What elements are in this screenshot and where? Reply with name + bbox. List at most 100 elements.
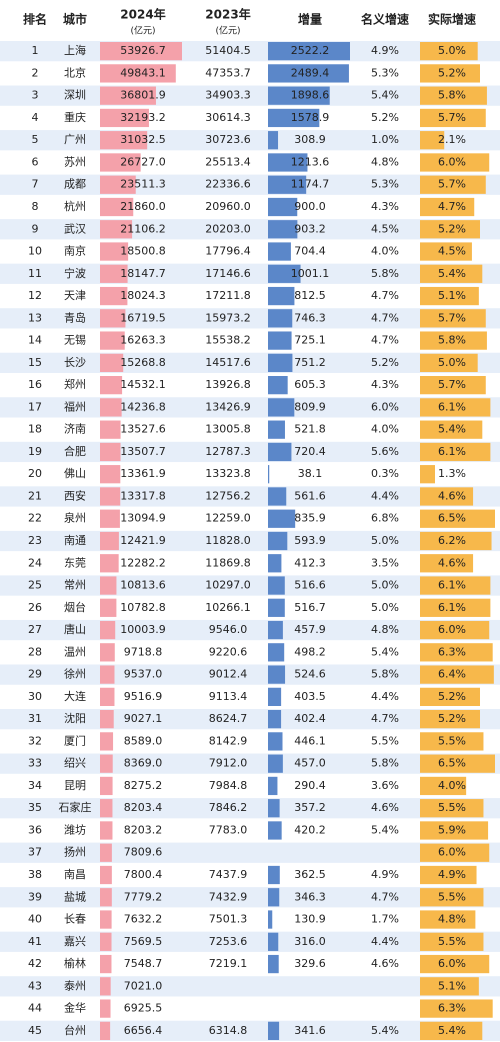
bar xyxy=(420,487,474,506)
bar xyxy=(268,799,280,818)
cell: 13926.8 xyxy=(205,378,251,391)
cell: 746.3 xyxy=(294,311,326,324)
cell: 4.8% xyxy=(371,623,399,636)
cell: 12756.2 xyxy=(205,489,251,502)
cell: 16 xyxy=(28,378,42,391)
cell: 4.6% xyxy=(438,489,466,502)
cell: 1 xyxy=(32,44,39,57)
cell: 6.4% xyxy=(438,668,466,681)
cell: 7984.8 xyxy=(209,779,248,792)
cell: 5.7% xyxy=(438,111,466,124)
bar xyxy=(100,665,115,684)
row-band xyxy=(0,887,500,908)
bar xyxy=(268,932,279,951)
cell: 521.8 xyxy=(294,423,326,436)
cell: 36801.9 xyxy=(120,89,166,102)
bar xyxy=(100,821,113,840)
bar xyxy=(100,999,111,1018)
cell: 5.8% xyxy=(438,89,466,102)
cell: 28 xyxy=(28,645,42,658)
cell: 7779.2 xyxy=(124,890,163,903)
row-band xyxy=(0,731,500,752)
cell: 13323.8 xyxy=(205,467,251,480)
cell: 13527.6 xyxy=(120,423,166,436)
cell: 嘉兴 xyxy=(64,934,86,948)
bar xyxy=(420,754,495,773)
bar xyxy=(100,64,176,83)
cell: 403.5 xyxy=(294,690,326,703)
cell: 12787.3 xyxy=(205,445,251,458)
cell: 5.7% xyxy=(438,178,466,191)
bar xyxy=(420,687,480,706)
bar xyxy=(420,331,487,350)
row-band xyxy=(0,976,500,997)
bar xyxy=(100,776,113,796)
bar xyxy=(268,286,295,306)
cell: 498.2 xyxy=(294,645,326,658)
bar xyxy=(100,286,128,306)
bar xyxy=(420,888,484,907)
cell: 4.8% xyxy=(438,913,466,926)
row-band xyxy=(0,464,500,485)
bar xyxy=(268,242,291,261)
bar xyxy=(268,398,295,417)
bar xyxy=(100,620,116,640)
cell: 10266.1 xyxy=(205,601,251,614)
cell: 20960.0 xyxy=(205,200,251,213)
cell: 6.1% xyxy=(438,601,466,614)
cell: 5.1% xyxy=(438,289,466,302)
cell: 15 xyxy=(28,356,42,369)
bar xyxy=(268,620,283,640)
cell: 苏州 xyxy=(64,155,86,168)
cell: 厦门 xyxy=(64,733,86,747)
cell: 南京 xyxy=(64,244,86,258)
cell: 6314.8 xyxy=(209,1024,248,1037)
bar xyxy=(100,242,129,261)
cell: 6.0% xyxy=(438,155,466,168)
cell: 362.5 xyxy=(294,868,326,881)
cell: 457.9 xyxy=(294,623,326,636)
cell: 34903.3 xyxy=(205,89,251,102)
cell: 5.0% xyxy=(371,601,399,614)
bar xyxy=(420,42,478,61)
bar xyxy=(100,1021,111,1040)
bar xyxy=(268,465,270,484)
cell: 4.6% xyxy=(371,957,399,970)
bar xyxy=(100,643,115,662)
bar xyxy=(420,576,491,595)
cell: 6.5% xyxy=(438,757,466,770)
row-band xyxy=(0,486,500,507)
bar xyxy=(268,108,320,128)
cell: 南通 xyxy=(64,534,86,547)
cell: 1213.6 xyxy=(291,155,330,168)
cell: 21860.0 xyxy=(120,200,166,213)
cell: 上海 xyxy=(64,43,86,57)
bar xyxy=(268,910,273,929)
cell: 720.4 xyxy=(294,445,326,458)
cell: 13361.9 xyxy=(120,467,166,480)
cell: 18 xyxy=(28,423,42,436)
bar xyxy=(420,465,435,484)
cell: 725.1 xyxy=(294,334,326,347)
cell: 8275.2 xyxy=(124,779,163,792)
cell: 4.7% xyxy=(371,334,399,347)
cell: 5 xyxy=(32,133,39,146)
bar xyxy=(100,509,120,528)
bar xyxy=(420,554,474,573)
cell: 329.6 xyxy=(294,957,326,970)
cell: 49843.1 xyxy=(120,66,166,79)
bar xyxy=(268,86,330,105)
cell: 5.5% xyxy=(438,734,466,747)
cell: 4.5% xyxy=(371,222,399,235)
bar xyxy=(420,620,490,640)
cell: 30614.3 xyxy=(205,111,251,124)
bar xyxy=(420,442,491,462)
cell: 40 xyxy=(28,913,42,926)
cell: 4.9% xyxy=(371,44,399,57)
cell: 4.9% xyxy=(438,868,466,881)
bar xyxy=(268,487,287,506)
cell: 6.0% xyxy=(438,623,466,636)
cell: 130.9 xyxy=(294,913,326,926)
cell: 5.2% xyxy=(438,222,466,235)
